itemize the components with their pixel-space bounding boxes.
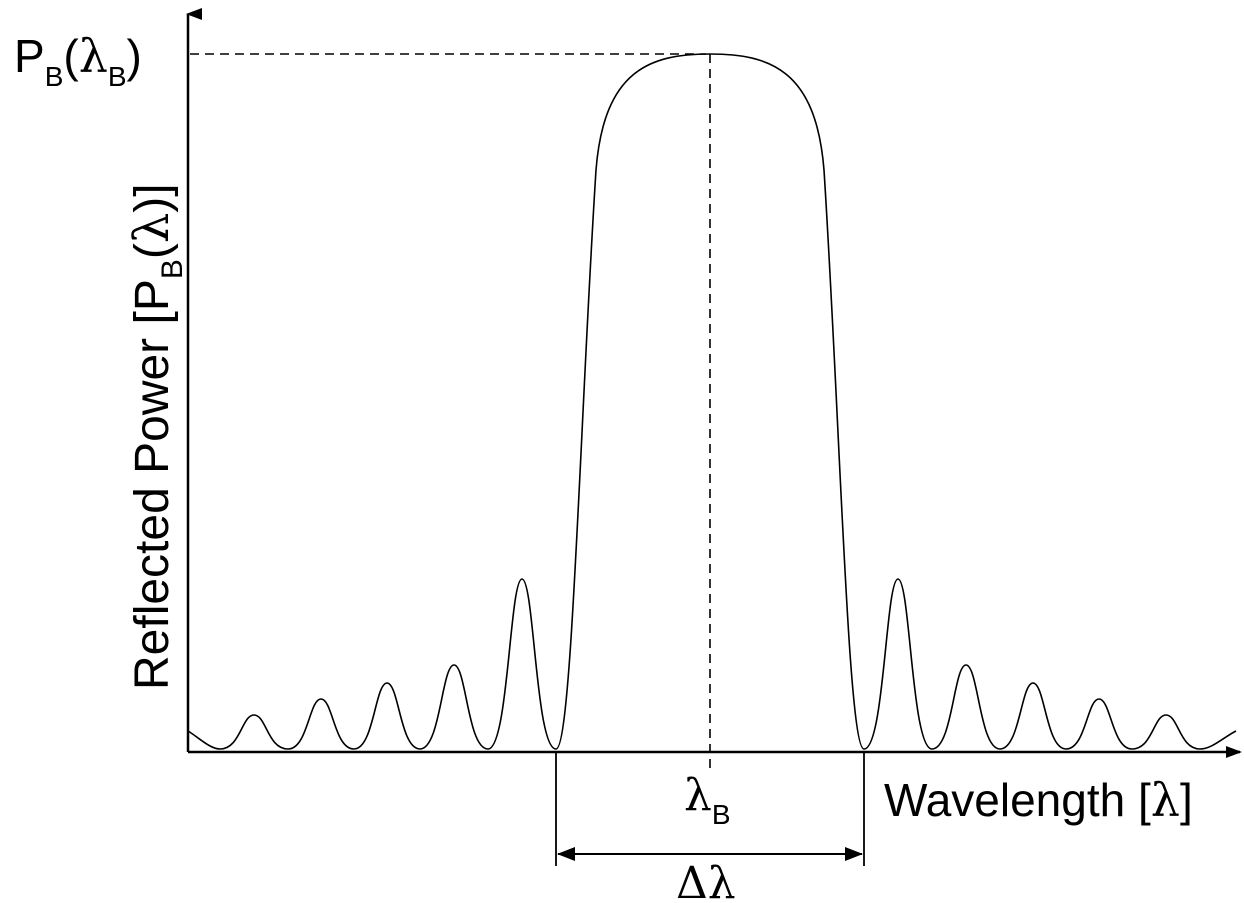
- bandwidth-label: Δλ: [676, 858, 736, 903]
- spectrum-curve: [188, 54, 1236, 749]
- y-axis-label: Reflected Power [PB(λ)]: [124, 183, 189, 690]
- x-axis-label: Wavelength [λ]: [884, 773, 1193, 827]
- center-wavelength-label: λB: [684, 770, 731, 830]
- peak-power-label: PB(λB): [14, 29, 142, 92]
